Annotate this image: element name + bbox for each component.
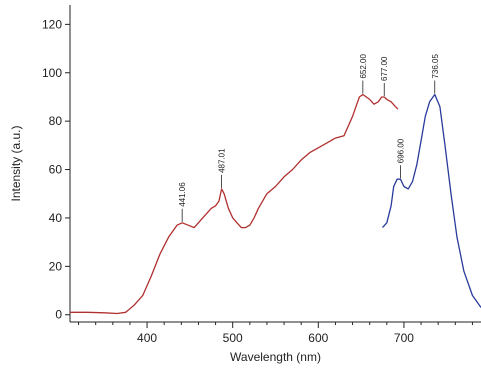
y-axis-title: Intensity (a.u.) xyxy=(9,125,23,201)
ticks: 0 20 40 60 80 100 120 400 500 600 700 xyxy=(42,17,473,345)
peak-label: 677.00 xyxy=(380,56,389,81)
y-tick-label: 20 xyxy=(49,259,63,273)
y-tick-label: 80 xyxy=(49,114,63,128)
axes xyxy=(69,5,481,323)
y-tick-label: 100 xyxy=(42,66,62,80)
peak-label: 441.06 xyxy=(178,182,187,207)
peak-label: 696.00 xyxy=(397,138,406,163)
series-line-2 xyxy=(382,93,481,308)
x-tick-label: 400 xyxy=(137,331,157,345)
y-tick-label: 120 xyxy=(42,17,62,31)
x-axis-title: Wavelength (nm) xyxy=(230,350,321,364)
y-tick-label: 60 xyxy=(49,163,63,177)
peak-label: 652.00 xyxy=(359,54,368,79)
series-line-1 xyxy=(70,93,399,315)
x-tick-label: 600 xyxy=(308,331,328,345)
x-tick-label: 500 xyxy=(223,331,243,345)
series xyxy=(70,93,481,315)
peak-annotations: 441.06 487.01 652.00 677.00 696.00 736.05 xyxy=(178,54,440,222)
y-tick-label: 0 xyxy=(55,308,62,322)
x-tick-label: 700 xyxy=(394,331,414,345)
peak-label: 487.01 xyxy=(218,148,227,173)
peak-label: 736.05 xyxy=(431,54,440,79)
y-tick-label: 40 xyxy=(49,211,63,225)
